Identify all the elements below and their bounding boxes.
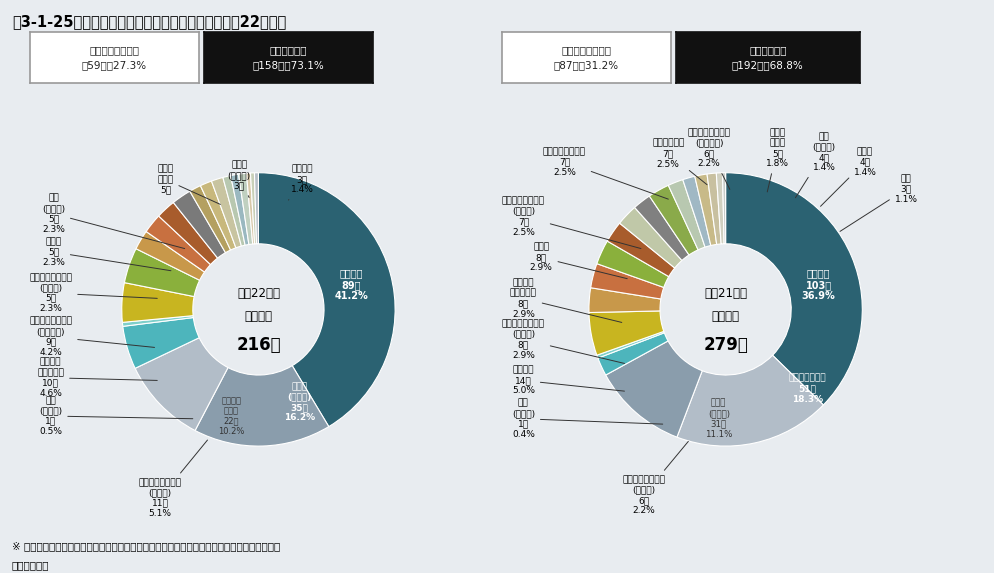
Wedge shape <box>649 185 698 255</box>
Wedge shape <box>124 249 200 297</box>
Text: 建設混合廃棄物
51件
18.3%: 建設混合廃棄物 51件 18.3% <box>789 374 826 403</box>
Wedge shape <box>239 173 252 245</box>
Wedge shape <box>159 202 218 265</box>
Text: 金属くず
3件
1.4%: 金属くず 3件 1.4% <box>288 164 314 200</box>
Wedge shape <box>247 173 254 244</box>
Wedge shape <box>201 181 236 250</box>
Text: 汚泥
(建設系)
1件
0.5%: 汚泥 (建設系) 1件 0.5% <box>39 396 193 436</box>
Text: 廃プラスチック類
(その他)
5件
2.3%: 廃プラスチック類 (その他) 5件 2.3% <box>29 273 157 313</box>
Text: 廃プラスチック類
(廃タイヤ)
6件
2.2%: 廃プラスチック類 (廃タイヤ) 6件 2.2% <box>688 128 731 190</box>
Wedge shape <box>146 216 211 272</box>
Wedge shape <box>258 172 395 427</box>
Text: 木くず
(その他)
3件: 木くず (その他) 3件 <box>228 160 250 198</box>
Wedge shape <box>677 355 823 446</box>
Text: 鉱さい
4件
1.4%: 鉱さい 4件 1.4% <box>820 147 877 206</box>
Text: 動物の
ふん尿
5件
1.8%: 動物の ふん尿 5件 1.8% <box>766 128 789 192</box>
Wedge shape <box>173 191 226 258</box>
Text: 図3-1-25　不法投棄された産業廃棄物の種類（平成22年度）: 図3-1-25 不法投棄された産業廃棄物の種類（平成22年度） <box>12 14 286 29</box>
Text: 廃プラスチック類
(農業系)
7件
2.5%: 廃プラスチック類 (農業系) 7件 2.5% <box>502 197 641 249</box>
Text: 建設混合
廃棄物
22件
10.2%: 建設混合 廃棄物 22件 10.2% <box>218 396 245 436</box>
Text: 廃プラスチック類
(建設系)
6件
2.2%: 廃プラスチック類 (建設系) 6件 2.2% <box>622 441 688 515</box>
Wedge shape <box>231 174 248 245</box>
Wedge shape <box>223 175 246 246</box>
Text: 廃油
3件
1.1%: 廃油 3件 1.1% <box>840 174 917 231</box>
Wedge shape <box>596 331 664 358</box>
Text: 216件: 216件 <box>237 336 280 354</box>
Wedge shape <box>590 264 664 299</box>
Text: 平成22年度: 平成22年度 <box>237 286 280 300</box>
Text: ガラス・
陶磁器くず
10件
4.6%: ガラス・ 陶磁器くず 10件 4.6% <box>37 358 157 398</box>
Text: 動物の
ふん尿
5件: 動物の ふん尿 5件 <box>157 164 221 205</box>
Text: 建設系以外廃棄物
計87件　31.2%: 建設系以外廃棄物 計87件 31.2% <box>554 45 619 70</box>
Wedge shape <box>723 172 726 244</box>
Wedge shape <box>212 178 242 248</box>
Text: 汚泥
(その他)
5件
2.3%: 汚泥 (その他) 5件 2.3% <box>42 194 185 249</box>
Wedge shape <box>634 196 689 261</box>
Wedge shape <box>123 317 199 368</box>
Text: 建設系廃棄物
計158件　73.1%: 建設系廃棄物 計158件 73.1% <box>252 45 324 70</box>
Text: 汚泥
(その他)
4件
1.4%: 汚泥 (その他) 4件 1.4% <box>795 132 836 198</box>
Wedge shape <box>607 223 675 277</box>
Text: 廃プラスチック類
(建設系)
11件
5.1%: 廃プラスチック類 (建設系) 11件 5.1% <box>138 440 208 518</box>
Wedge shape <box>668 179 705 250</box>
Text: 木くず（その他）
7件
2.5%: 木くず（その他） 7件 2.5% <box>543 147 668 199</box>
Text: 燃え殻
8件
2.9%: 燃え殻 8件 2.9% <box>530 242 627 278</box>
Wedge shape <box>135 337 228 430</box>
Text: 廃プラスチック類
(その他)
8件
2.9%: 廃プラスチック類 (その他) 8件 2.9% <box>502 319 624 363</box>
Text: 投棄件数: 投棄件数 <box>245 310 272 323</box>
Wedge shape <box>190 186 231 253</box>
Text: 木くず
(建設系)
31件
11.1%: 木くず (建設系) 31件 11.1% <box>705 399 733 439</box>
Text: 平成21年度: 平成21年度 <box>704 286 747 300</box>
Wedge shape <box>707 173 721 245</box>
Text: がれき類
103件
36.9%: がれき類 103件 36.9% <box>802 268 835 301</box>
Text: 投棄件数: 投棄件数 <box>712 310 740 323</box>
Wedge shape <box>122 316 194 327</box>
Text: 廃プラスチック類
(廃タイヤ)
9件
4.2%: 廃プラスチック類 (廃タイヤ) 9件 4.2% <box>29 317 154 357</box>
Wedge shape <box>136 231 205 280</box>
Wedge shape <box>596 241 669 288</box>
Text: 木くず
(建設系)
35件
16.2%: 木くず (建設系) 35件 16.2% <box>284 382 315 422</box>
Wedge shape <box>588 288 661 312</box>
Wedge shape <box>619 207 682 268</box>
Text: がれき類
89件
41.2%: がれき類 89件 41.2% <box>335 268 368 301</box>
Text: 建設系以外廃棄物
計59件　27.3%: 建設系以外廃棄物 計59件 27.3% <box>82 45 147 70</box>
Wedge shape <box>598 333 668 375</box>
Text: 金属くず
14件
5.0%: 金属くず 14件 5.0% <box>512 366 624 395</box>
Text: 建設系廃棄物
計192件　68.8%: 建設系廃棄物 計192件 68.8% <box>732 45 804 70</box>
Text: ガラス・
陶磁器くず
8件
2.9%: ガラス・ 陶磁器くず 8件 2.9% <box>510 278 622 323</box>
Wedge shape <box>121 282 194 323</box>
Text: 汚泥
(建設系)
1件
0.4%: 汚泥 (建設系) 1件 0.4% <box>512 399 663 439</box>
Wedge shape <box>605 341 702 437</box>
Text: 279件: 279件 <box>703 336 748 354</box>
Wedge shape <box>726 172 862 405</box>
Wedge shape <box>195 366 329 446</box>
Wedge shape <box>717 173 724 244</box>
Wedge shape <box>695 174 717 245</box>
Text: 燃え殻
5件
2.3%: 燃え殻 5件 2.3% <box>42 237 171 270</box>
Wedge shape <box>589 311 664 355</box>
Text: ※ 割合については、四捨五入で計算して表記していることから合計値が合わない場合がある。: ※ 割合については、四捨五入で計算して表記していることから合計値が合わない場合が… <box>12 541 280 551</box>
Wedge shape <box>683 176 711 247</box>
Text: 資料：環境省: 資料：環境省 <box>12 560 50 570</box>
Wedge shape <box>250 173 256 244</box>
Text: 動植物性残さ
7件
2.5%: 動植物性残さ 7件 2.5% <box>652 139 707 185</box>
Wedge shape <box>254 172 258 244</box>
